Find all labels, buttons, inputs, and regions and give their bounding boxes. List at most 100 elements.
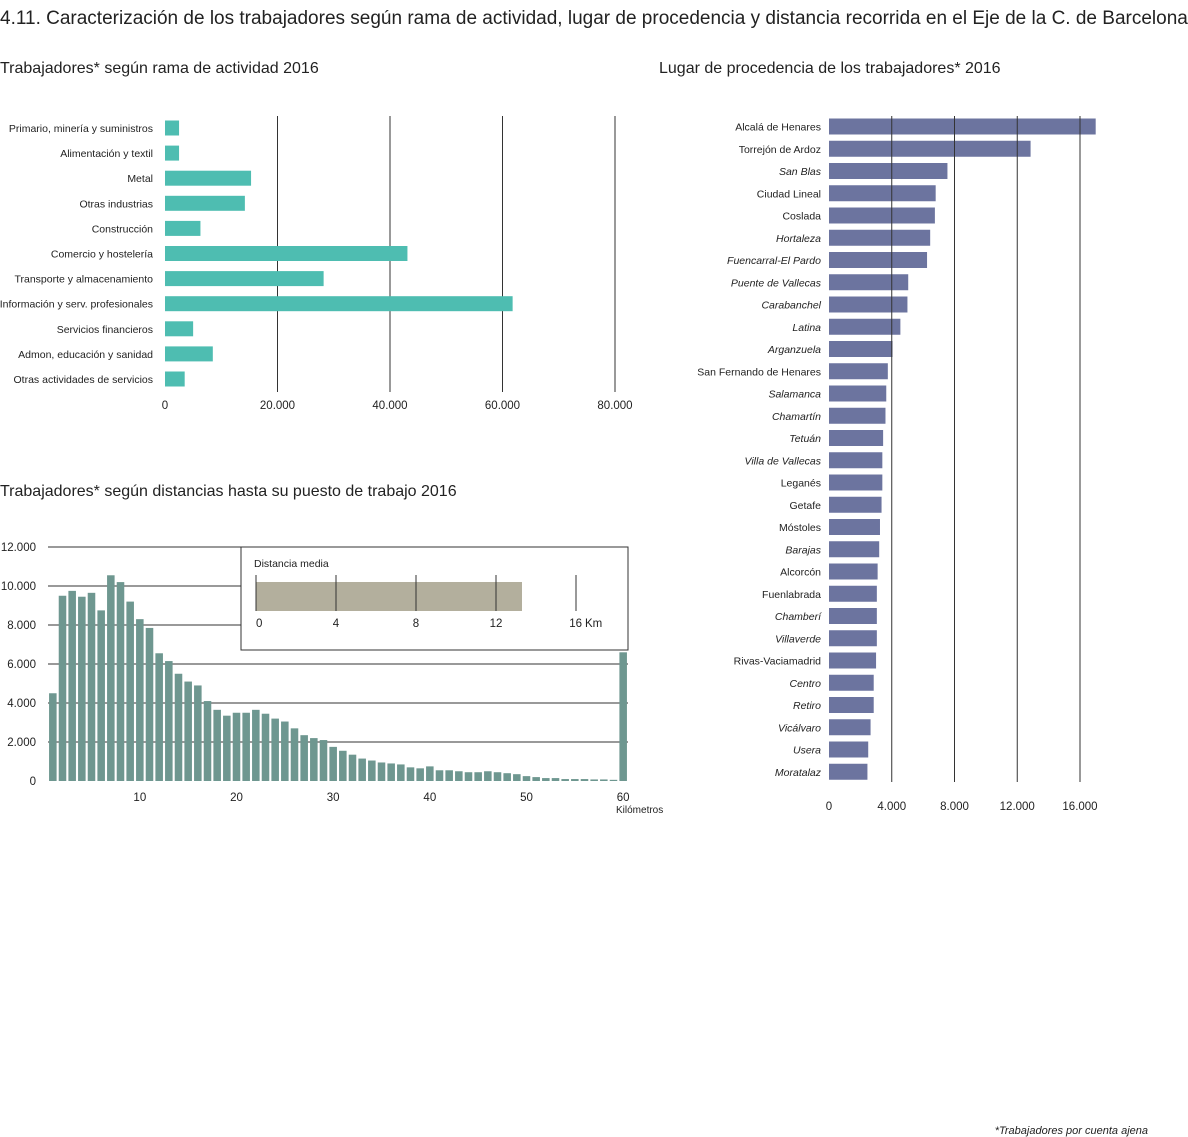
origin-bar [829,697,874,713]
activity-category-label: Otras actividades de servicios [14,374,153,386]
distance-bar [358,758,366,781]
distance-bar [281,721,289,781]
distance-bar [300,735,308,781]
distance-bar [184,681,192,781]
distance-bar [203,701,212,781]
mean-distance-tick-label: 8 [413,618,419,630]
distance-bar [252,709,260,781]
origin-category-label: Alcalá de Henares [735,122,821,134]
origin-category-label: Retiro [793,700,821,712]
origin-category-label: Alcorcón [780,567,821,579]
activity-bar [165,321,194,337]
origin-bar [829,118,1096,135]
mean-distance-tick-label: 4 [333,618,340,630]
activity-bar [165,170,252,186]
origin-category-label: Hortaleza [776,233,821,245]
distance-bar [368,760,376,781]
distance-bar [416,768,424,781]
activity-category-label: Primario, minería y suministros [9,123,153,135]
origin-category-label: Chamberí [775,611,822,623]
origin-x-tick-label: 8.000 [940,801,969,813]
origin-x-tick-label: 12.000 [1000,801,1035,813]
origin-x-tick-label: 4.000 [877,801,906,813]
distance-bar [78,596,86,781]
activity-bar [165,145,180,161]
mean-distance-bar [256,582,522,611]
origin-category-label: Arganzuela [767,344,821,356]
origin-bar [829,185,936,202]
distance-bar [532,777,540,781]
distance-x-axis-label: Kilómetros [616,805,663,816]
origin-bar [829,430,884,446]
origin-category-label: Leganés [781,478,821,490]
activity-category-label: Comercio y hostelería [51,249,153,261]
distance-bar [116,582,125,781]
distance-x-tick-label: 30 [327,792,340,804]
origin-category-label: Vicálvaro [778,722,821,734]
origin-category-label: Salamanca [768,389,821,401]
activity-category-label: Transporte y almacenamiento [14,274,153,286]
mean-distance-tick-label: 12 [490,618,503,630]
origin-bar [829,496,882,513]
origin-bar [829,674,874,691]
page-title: 4.11. Caracterización de los trabajadore… [0,8,1188,29]
distance-bar [464,772,473,781]
distance-bar [194,685,202,781]
origin-bar [829,341,893,357]
origin-category-label: Getafe [789,500,821,512]
origin-bar [829,763,868,780]
origin-bar [829,741,869,758]
origin-category-label: San Fernando de Henares [697,366,821,378]
origin-bar [829,363,888,380]
activity-bar [165,120,180,136]
origin-bar [829,229,931,246]
mean-distance-tick-label: 0 [256,618,262,630]
origin-category-label: Usera [793,745,821,757]
distance-bar [513,774,521,781]
distance-bar [68,590,76,781]
mean-distance-tick-label: 16 [569,618,582,630]
activity-bar [165,246,408,261]
distance-x-tick-label: 40 [423,792,436,804]
origin-bar [829,207,935,224]
activity-bar [165,346,213,362]
activity-bar [165,220,201,236]
distance-bar [377,762,386,781]
activity-category-label: Metal [127,173,153,185]
distance-bar [136,619,144,781]
distance-bar [155,653,163,781]
distance-y-tick-label: 0 [30,776,36,788]
distance-bar [213,709,221,781]
activity-bar [165,195,245,211]
distance-bar [503,773,511,781]
activity-bar [165,371,185,387]
origin-category-label: Puente de Vallecas [731,277,822,289]
mean-distance-title: Distancia media [254,558,329,570]
origin-x-tick-label: 0 [826,801,832,813]
origin-bar [829,519,880,535]
origin-bar [829,585,877,602]
distance-x-tick-label: 20 [230,792,243,804]
origin-bar [829,163,948,179]
distance-bar [87,592,96,781]
activity-category-label: Otras industrias [79,198,153,210]
origin-bar [829,541,880,558]
distance-x-tick-label: 60 [617,792,630,804]
activity-x-tick-label: 80.000 [597,400,632,412]
distance-bar [445,770,453,781]
distance-bar [310,738,318,781]
distance-chart-title: Trabajadores* según distancias hasta su … [0,483,457,500]
distance-bar [232,712,241,781]
origin-bar [829,385,887,402]
origin-category-label: Chamartín [772,411,821,423]
activity-category-label: Información y serv. profesionales [0,299,153,311]
origin-category-label: Latina [792,322,821,334]
origin-category-label: Rivas-Vaciamadrid [734,656,821,668]
distance-bar [571,779,579,781]
origin-category-label: Villaverde [775,633,821,645]
distance-bar [242,712,250,781]
distance-bar [561,779,569,781]
origin-bar [829,652,877,669]
origin-bar [829,630,877,647]
distance-bar [223,715,231,781]
